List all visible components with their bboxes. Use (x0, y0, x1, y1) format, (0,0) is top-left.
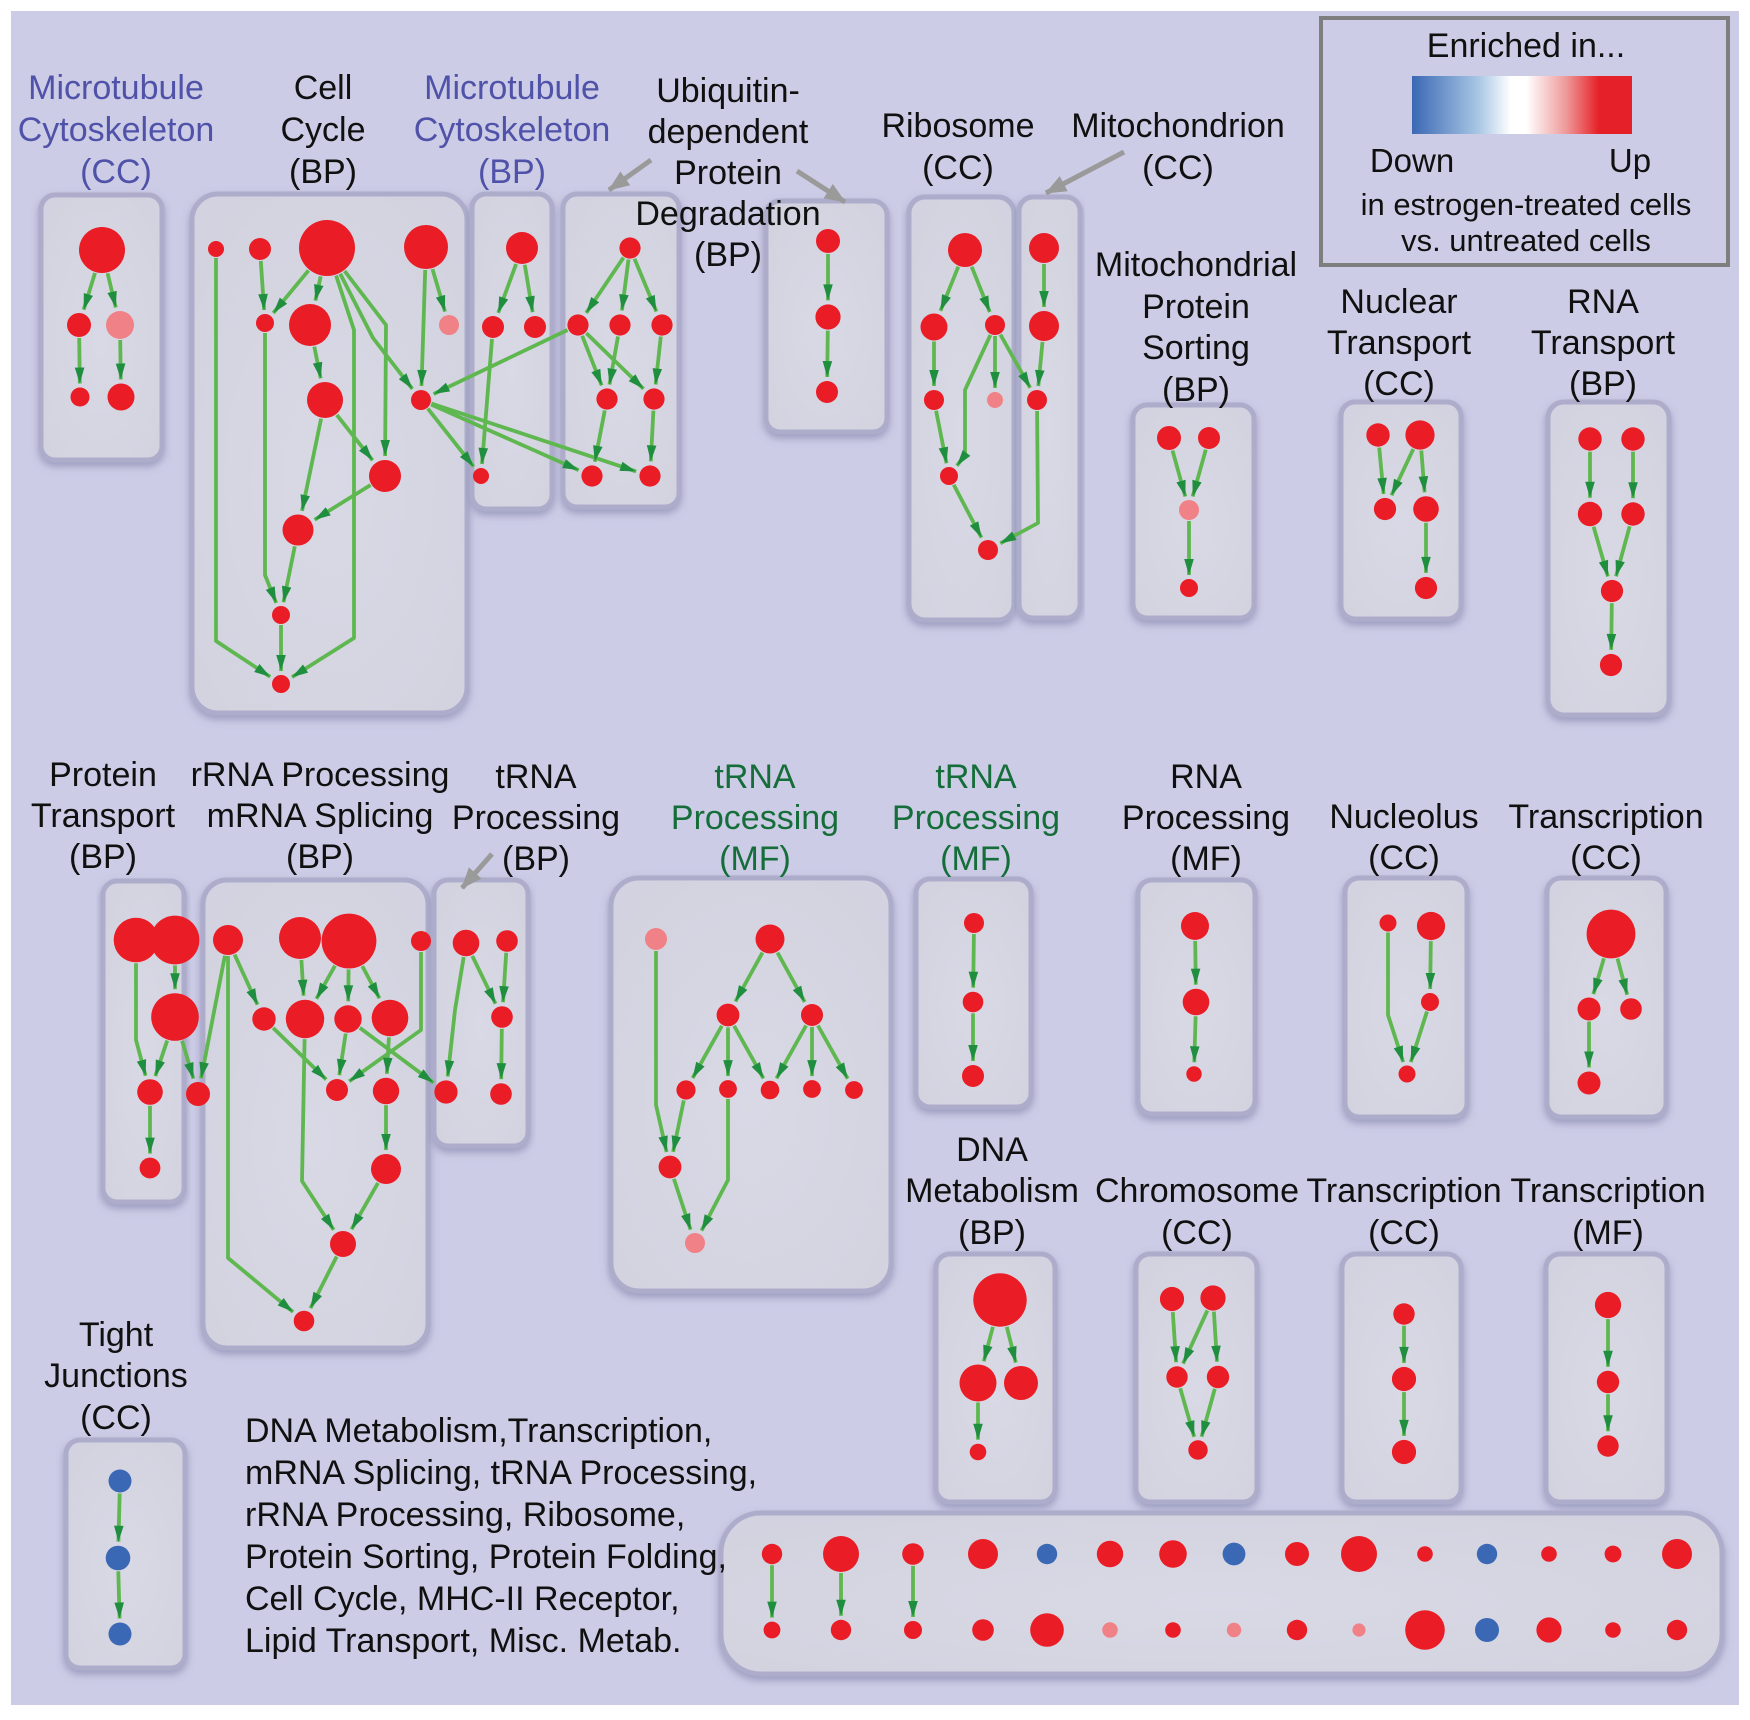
svg-text:Cycle: Cycle (280, 111, 365, 149)
svg-text:dependent: dependent (648, 113, 809, 151)
svg-text:(CC): (CC) (1161, 1214, 1233, 1252)
svg-text:Junctions: Junctions (44, 1357, 188, 1395)
svg-text:(CC): (CC) (80, 153, 152, 191)
svg-text:Ribosome: Ribosome (881, 107, 1034, 145)
svg-text:Degradation: Degradation (635, 195, 820, 233)
svg-text:Processing: Processing (452, 799, 620, 837)
svg-text:Protein: Protein (49, 756, 157, 794)
svg-text:DNA: DNA (956, 1131, 1028, 1169)
svg-text:tRNA: tRNA (935, 758, 1017, 796)
svg-text:Ubiquitin-: Ubiquitin- (656, 72, 800, 110)
svg-text:(MF): (MF) (1170, 840, 1242, 878)
svg-text:(CC): (CC) (1142, 149, 1214, 187)
svg-text:(BP): (BP) (502, 840, 570, 878)
svg-text:tRNA: tRNA (495, 758, 577, 796)
svg-text:rRNA Processing, Ribosome,: rRNA Processing, Ribosome, (245, 1496, 685, 1534)
svg-text:Cell Cycle, MHC-II Receptor,: Cell Cycle, MHC-II Receptor, (245, 1580, 680, 1618)
svg-text:Processing: Processing (892, 799, 1060, 837)
svg-text:(MF): (MF) (940, 840, 1012, 878)
svg-text:rRNA Processing: rRNA Processing (191, 756, 450, 794)
svg-text:RNA: RNA (1567, 283, 1639, 321)
svg-text:Mitochondrial: Mitochondrial (1095, 246, 1297, 284)
svg-text:Transcription: Transcription (1510, 1172, 1705, 1210)
svg-text:(MF): (MF) (1572, 1214, 1644, 1252)
svg-text:Down: Down (1370, 142, 1454, 179)
svg-text:Cytoskeleton: Cytoskeleton (414, 111, 611, 149)
svg-text:(MF): (MF) (719, 840, 791, 878)
svg-text:mRNA Splicing: mRNA Splicing (207, 797, 434, 835)
svg-text:(BP): (BP) (286, 838, 354, 876)
svg-text:Transcription: Transcription (1306, 1172, 1501, 1210)
svg-text:Cytoskeleton: Cytoskeleton (18, 111, 215, 149)
svg-text:in estrogen-treated cells: in estrogen-treated cells (1361, 187, 1692, 222)
svg-text:Transport: Transport (1327, 324, 1472, 362)
svg-text:Protein: Protein (1142, 288, 1250, 326)
svg-text:Lipid Transport, Misc. Metab.: Lipid Transport, Misc. Metab. (245, 1622, 682, 1660)
svg-text:Metabolism: Metabolism (905, 1172, 1079, 1210)
svg-text:Transcription: Transcription (1508, 798, 1703, 836)
svg-text:Transport: Transport (1531, 324, 1676, 362)
svg-text:(BP): (BP) (478, 153, 546, 191)
svg-text:(CC): (CC) (1363, 365, 1435, 403)
svg-text:Microtubule: Microtubule (28, 69, 204, 107)
svg-text:Processing: Processing (671, 799, 839, 837)
svg-text:DNA Metabolism,Transcription,: DNA Metabolism,Transcription, (245, 1412, 712, 1450)
svg-text:Up: Up (1609, 142, 1651, 179)
svg-text:Cell: Cell (294, 69, 353, 107)
svg-text:(CC): (CC) (1570, 839, 1642, 877)
svg-text:(BP): (BP) (958, 1214, 1026, 1252)
svg-text:(CC): (CC) (1368, 1214, 1440, 1252)
svg-text:Transport: Transport (31, 797, 176, 835)
svg-text:Protein Sorting, Protein Foldi: Protein Sorting, Protein Folding, (245, 1538, 727, 1576)
svg-text:Mitochondrion: Mitochondrion (1071, 107, 1285, 145)
svg-text:(CC): (CC) (922, 149, 994, 187)
svg-text:Nucleolus: Nucleolus (1329, 798, 1478, 836)
svg-text:mRNA Splicing, tRNA Processing: mRNA Splicing, tRNA Processing, (245, 1454, 757, 1492)
svg-text:(CC): (CC) (80, 1399, 152, 1437)
svg-text:Sorting: Sorting (1142, 329, 1250, 367)
svg-text:(BP): (BP) (289, 153, 357, 191)
svg-text:Tight: Tight (79, 1316, 154, 1354)
svg-text:RNA: RNA (1170, 758, 1242, 796)
svg-text:vs. untreated cells: vs. untreated cells (1401, 223, 1651, 258)
svg-text:(BP): (BP) (694, 236, 762, 274)
svg-text:(BP): (BP) (1569, 365, 1637, 403)
svg-text:tRNA: tRNA (714, 758, 796, 796)
svg-text:Microtubule: Microtubule (424, 69, 600, 107)
svg-text:Protein: Protein (674, 154, 782, 192)
svg-text:Processing: Processing (1122, 799, 1290, 837)
svg-text:(BP): (BP) (1162, 371, 1230, 409)
svg-text:(CC): (CC) (1368, 839, 1440, 877)
svg-text:(BP): (BP) (69, 838, 137, 876)
svg-text:Enriched in...: Enriched in... (1427, 27, 1625, 65)
svg-text:Nuclear: Nuclear (1340, 283, 1457, 321)
svg-text:Chromosome: Chromosome (1095, 1172, 1299, 1210)
